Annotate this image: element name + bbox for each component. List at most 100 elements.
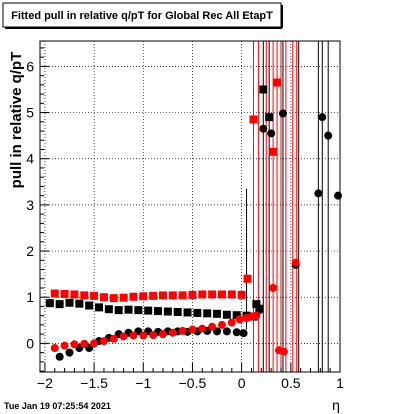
data-point-square [232,311,241,320]
data-point-square [60,289,69,298]
data-point-circle [267,129,276,138]
data-point-circle [139,331,148,340]
data-point-circle [90,339,99,348]
data-point-circle [198,324,207,333]
data-point-circle [235,315,244,324]
data-point-circle [119,332,128,341]
y-tick-label: 0 [26,335,34,351]
data-point-square [227,290,236,299]
x-tick-label: −2 [37,375,53,391]
axes [39,40,341,373]
y-tick-label: 1 [26,289,34,305]
data-point-square [208,290,217,299]
data-point-square [213,309,222,318]
data-point-circle [318,113,327,122]
data-point-square [70,290,79,299]
data-point-square [95,303,104,312]
data-point-square [163,307,172,316]
data-point-circle [252,311,261,320]
chart-title: Fitted pull in relative q/pT for Global … [11,10,273,22]
y-tick-label: 6 [26,58,34,74]
data-point-square [55,300,64,309]
data-point-square [109,294,118,303]
y-tick-label: 3 [26,197,34,213]
data-point-circle [80,339,89,348]
data-point-circle [158,330,167,339]
data-point-circle [55,352,64,361]
data-point-square [99,293,108,302]
data-point-circle [50,343,59,352]
data-point-square [237,290,246,299]
data-point-square [149,291,158,300]
data-point-circle [278,109,287,118]
data-point-circle [227,318,236,327]
y-tick-label: 5 [26,105,34,121]
data-point-square [178,291,187,300]
data-point-square [188,290,197,299]
data-point-square [173,307,182,316]
data-point-square [90,291,99,300]
data-point-square [259,85,268,94]
data-point-square [252,300,261,309]
data-point-circle [65,348,74,357]
data-point-circle [334,191,343,200]
x-tick-label: 0 [238,375,246,391]
data-point-circle [178,326,187,335]
data-point-circle [109,334,118,343]
data-point-square [129,292,138,301]
data-point-circle [99,337,108,346]
data-point-square [124,305,133,314]
data-point-square [269,147,278,156]
data-point-square [119,293,128,302]
data-point-square [168,291,177,300]
data-point-square [75,299,84,308]
data-point-circle [149,331,158,340]
data-point-square [198,290,207,299]
y-tick-label: 2 [26,243,34,259]
data-point-square [217,290,226,299]
data-point-square [80,291,89,300]
data-point-square [134,306,143,315]
tick-labels: −2 −1.5 −1 −0.5 0 0.5 1 0 1 2 3 4 5 6 [26,58,344,391]
data-point-square [243,274,252,283]
data-point-circle [168,328,177,337]
data-point-square [139,292,148,301]
x-tick-label: −1.5 [80,375,108,391]
x-tick-label: 0.5 [281,375,301,391]
data-point-circle [324,131,333,140]
data-point-circle [208,322,217,331]
data-point-square [104,305,113,314]
data-point-circle [239,329,248,338]
data-point-square [273,78,282,87]
data-point-square [193,308,202,317]
title-frame [2,2,282,28]
data-point-square [65,298,74,307]
data-point-square [85,301,94,310]
data-point-square [114,306,123,315]
data-point-square [50,289,59,298]
data-point-square [154,307,163,316]
data-point-circle [279,347,288,356]
data-point-circle [232,328,241,337]
x-tick-label: 1 [336,375,344,391]
data-point-circle [45,298,54,307]
data-point-square [203,309,212,318]
x-tick-label: −0.5 [179,375,207,391]
x-tick-label: −1 [135,375,151,391]
data-point-square [249,115,258,124]
data-point-circle [222,327,231,336]
data-point-square [144,306,153,315]
plot-frame [39,40,341,373]
data-point-square [222,310,231,319]
data-point-circle [70,340,79,349]
data-point-circle [269,283,278,292]
x-axis-label: η [332,397,340,413]
data-points [45,78,343,361]
chart-title-box: Fitted pull in relative q/pT for Global … [2,2,283,29]
data-point-square [265,113,274,122]
y-axis-label: pull in relative q/pT [8,52,25,189]
data-point-circle [291,258,300,267]
data-point-circle [314,189,323,198]
data-point-circle [60,341,69,350]
